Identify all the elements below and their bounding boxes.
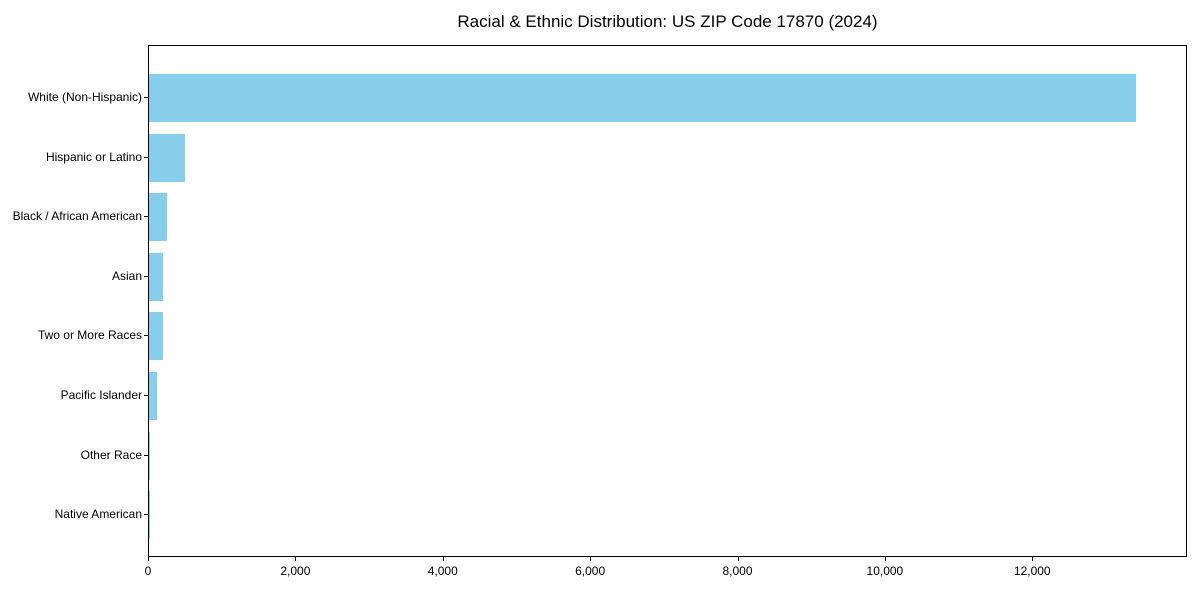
x-tick-label: 2,000	[280, 564, 311, 578]
y-tick-mark	[144, 514, 148, 516]
y-tick-mark	[144, 395, 148, 396]
y-axis-label: Two or More Races	[37, 328, 142, 343]
x-tick-label: 12,000	[1013, 564, 1051, 578]
x-tick-label: 0	[144, 564, 152, 578]
y-axis-label: Pacific Islander	[60, 388, 142, 402]
chart-title: Racial & Ethnic Distribution: US ZIP Cod…	[457, 12, 878, 31]
bar	[149, 193, 167, 242]
y-tick-mark	[144, 97, 148, 98]
x-tick-mark	[737, 557, 739, 561]
bar	[149, 312, 163, 361]
y-tick-mark	[144, 275, 148, 277]
y-axis-label: Other Race	[80, 447, 142, 462]
bar	[149, 372, 158, 420]
y-tick-mark	[144, 454, 148, 456]
x-tick-mark	[884, 557, 886, 561]
x-tick-mark	[1032, 557, 1034, 561]
y-tick-mark	[144, 216, 148, 218]
x-tick-mark	[590, 557, 592, 561]
y-axis-label: Native American	[54, 507, 142, 522]
x-tick-label: 6,000	[575, 564, 606, 578]
x-tick-mark	[295, 557, 297, 561]
x-tick-mark	[442, 557, 444, 561]
y-tick-mark	[144, 335, 148, 337]
x-tick-label: 10,000	[866, 564, 904, 578]
y-axis-label: Asian	[111, 268, 142, 283]
plot-area	[148, 45, 1187, 557]
bar	[149, 74, 1137, 122]
bar	[149, 252, 163, 301]
x-tick-label: 4,000	[427, 564, 458, 578]
bar	[149, 133, 186, 182]
y-axis-label: Hispanic or Latino	[45, 149, 142, 164]
x-tick-mark	[148, 557, 149, 561]
bar	[149, 431, 151, 480]
x-tick-label: 8,000	[722, 564, 753, 578]
y-axis-label: Black / African American	[12, 209, 142, 224]
y-tick-mark	[144, 156, 148, 158]
y-axis-label: White (Non-Hispanic)	[27, 90, 142, 104]
